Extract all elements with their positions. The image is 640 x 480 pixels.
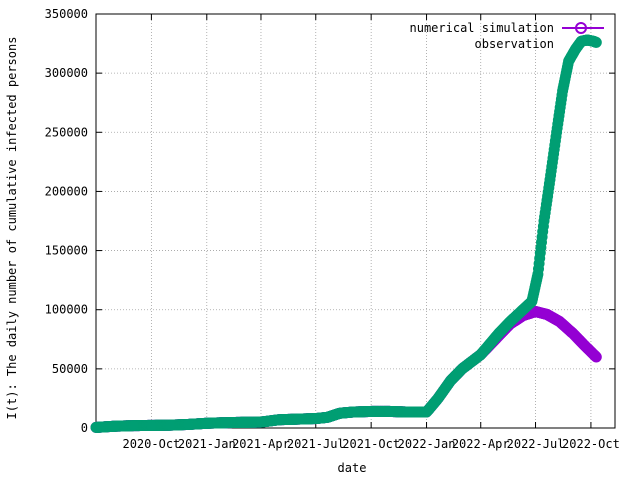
y-tick-label: 0 [81, 421, 88, 435]
data-point [542, 309, 552, 320]
data-point [237, 417, 248, 428]
x-tick-label: 2022-Oct [562, 437, 620, 451]
data-point [402, 407, 413, 417]
grid-layer [96, 14, 615, 428]
x-tick-label: 2021-Jan [178, 437, 236, 451]
x-axis-label: date [338, 461, 367, 475]
data-point [551, 127, 562, 138]
data-point [563, 56, 574, 67]
data-point [539, 216, 549, 226]
x-tick-label: 2022-Apr [452, 437, 510, 451]
data-point [545, 174, 555, 185]
x-tick-label: 2021-Oct [342, 437, 400, 451]
series-observation [90, 34, 602, 433]
data-point [183, 419, 194, 430]
data-point [146, 420, 157, 431]
data-point [475, 349, 486, 360]
data-point [220, 417, 231, 428]
series-layer [90, 34, 602, 433]
data-point [433, 393, 443, 404]
legend-label: observation [475, 37, 554, 51]
data-point [591, 352, 602, 362]
data-point [505, 316, 516, 327]
legend: numerical simulation observation [410, 21, 604, 51]
data-point [128, 420, 139, 431]
data-point [384, 406, 395, 417]
data-point [530, 306, 541, 317]
data-point [201, 418, 212, 429]
x-tick-label: 2022-Jul [507, 437, 565, 451]
x-tick-label: 2021-Apr [232, 437, 290, 451]
y-tick-label: 250000 [45, 125, 88, 139]
data-point [274, 414, 284, 425]
y-tick-label: 200000 [45, 184, 88, 198]
y-axis-label: I(t): The daily number of cumulative inf… [5, 37, 19, 420]
legend-marker [575, 22, 587, 34]
x-tick-label: 2022-Jan [398, 437, 456, 451]
data-point [493, 328, 504, 339]
data-point [310, 413, 321, 424]
x-tick-label: 2020-Oct [122, 437, 180, 451]
data-point [109, 421, 120, 432]
data-point [322, 412, 333, 423]
data-point [557, 85, 568, 96]
data-point [457, 363, 468, 374]
data-point [165, 420, 176, 431]
y-tick-label: 100000 [45, 303, 88, 317]
y-tick-label: 350000 [45, 7, 88, 21]
data-point [579, 340, 590, 351]
data-point [526, 296, 537, 307]
ticks-layer: 0 50000 100000 150000 200000 250000 300000 3500… [45, 7, 620, 451]
data-point [567, 328, 578, 339]
data-point [445, 375, 456, 386]
data-point [532, 269, 543, 280]
y-tick-label: 300000 [45, 66, 88, 80]
data-point [348, 407, 359, 417]
data-point [421, 407, 432, 417]
data-point [517, 304, 528, 315]
y-tick-label: 50000 [52, 362, 88, 376]
y-tick-label: 150000 [45, 244, 88, 258]
data-point [292, 414, 303, 425]
data-point [366, 406, 377, 417]
legend-label: numerical simulation [410, 21, 555, 35]
data-point [591, 37, 602, 48]
data-point [91, 422, 101, 433]
data-point [570, 44, 581, 55]
data-point [554, 316, 565, 327]
plot-frame [95, 13, 616, 429]
data-point [334, 408, 345, 419]
x-tick-label: 2021-Jul [287, 437, 345, 451]
data-point [256, 417, 266, 428]
